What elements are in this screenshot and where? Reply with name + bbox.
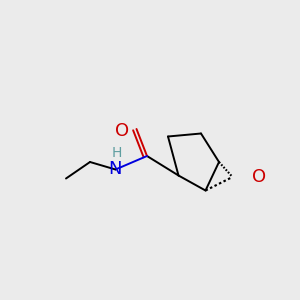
- Text: O: O: [115, 122, 129, 140]
- Text: O: O: [252, 168, 266, 186]
- Text: H: H: [112, 146, 122, 160]
- Text: N: N: [109, 160, 122, 178]
